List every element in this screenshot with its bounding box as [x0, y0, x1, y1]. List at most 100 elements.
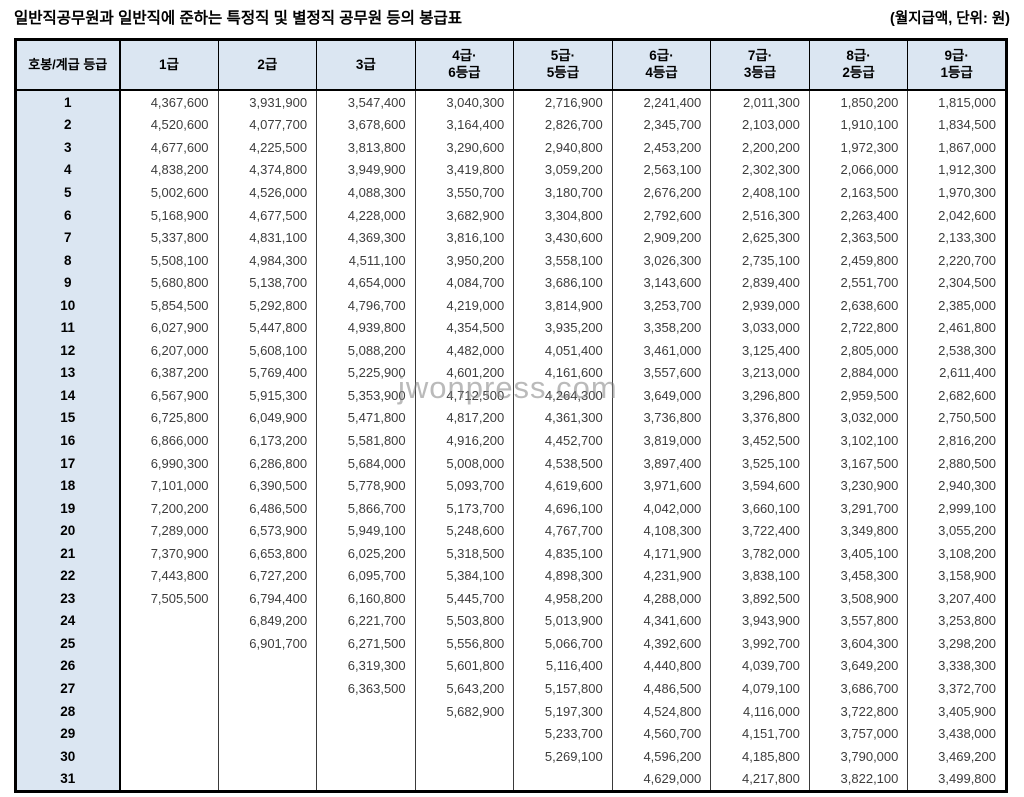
salary-cell: 3,461,000 [611, 339, 711, 362]
salary-cell: 3,055,200 [907, 519, 1007, 542]
salary-cell: 4,151,700 [710, 722, 810, 745]
salary-cell: 3,935,200 [513, 316, 613, 340]
salary-cell: 2,345,700 [611, 113, 711, 137]
salary-cell: 4,677,500 [217, 203, 317, 227]
salary-cell: 3,349,800 [808, 519, 908, 542]
row-header-label: 호봉/계급 등급 [15, 39, 121, 91]
salary-cell [316, 767, 416, 792]
row-step-cell: 30 [15, 744, 121, 768]
salary-cell: 3,296,800 [710, 384, 810, 407]
salary-cell: 4,796,700 [316, 293, 416, 317]
salary-cell: 4,077,700 [217, 113, 317, 137]
row-step-cell: 18 [15, 474, 121, 497]
salary-cell: 6,901,700 [217, 632, 317, 655]
salary-cell [119, 767, 219, 792]
salary-cell: 5,248,600 [414, 519, 514, 542]
table-row: 8 5,508,100 4,984,300 4,511,100 3,950,200 3,5… [15, 248, 1007, 272]
row-step-cell: 7 [15, 226, 121, 249]
salary-cell: 4,601,200 [414, 361, 514, 385]
salary-cell: 3,290,600 [414, 136, 514, 159]
salary-cell: 2,999,100 [907, 496, 1007, 520]
row-step-cell: 20 [15, 519, 121, 542]
salary-cell: 6,049,900 [217, 406, 317, 430]
salary-cell: 7,370,900 [119, 541, 219, 565]
salary-cell: 2,959,500 [808, 384, 908, 407]
salary-cell: 5,684,000 [316, 451, 416, 475]
salary-cell: 4,560,700 [611, 722, 711, 745]
salary-cell: 3,430,600 [513, 226, 613, 249]
salary-cell: 3,291,700 [808, 496, 908, 520]
table-row: 18 7,101,000 6,390,500 5,778,900 5,093,700 4,… [15, 474, 1007, 497]
table-row: 22 7,443,800 6,727,200 6,095,700 5,384,100 4,… [15, 564, 1007, 588]
salary-cell: 5,445,700 [414, 587, 514, 610]
salary-cell: 4,939,800 [316, 316, 416, 340]
salary-cell: 3,508,900 [808, 587, 908, 610]
row-step-cell: 11 [15, 316, 121, 340]
salary-cell: 4,538,500 [513, 451, 613, 475]
salary-cell: 1,970,300 [907, 181, 1007, 204]
salary-cell: 4,161,600 [513, 361, 613, 385]
table-row: 5 5,002,600 4,526,000 4,088,300 3,550,700 3,1… [15, 181, 1007, 204]
salary-cell: 4,051,400 [513, 339, 613, 362]
salary-cell: 5,066,700 [513, 632, 613, 655]
salary-cell: 3,736,800 [611, 406, 711, 430]
salary-cell: 5,447,800 [217, 316, 317, 340]
salary-cell: 5,157,800 [513, 677, 613, 700]
row-step-cell: 2 [15, 113, 121, 137]
salary-cell: 6,567,900 [119, 384, 219, 407]
salary-cell: 5,508,100 [119, 248, 219, 272]
salary-cell: 2,263,400 [808, 203, 908, 227]
salary-cell [119, 677, 219, 700]
salary-cell: 3,143,600 [611, 271, 711, 294]
salary-cell: 2,302,300 [710, 158, 810, 182]
salary-cell: 5,680,800 [119, 271, 219, 294]
salary-cell: 1,850,200 [808, 90, 908, 114]
salary-cell [513, 767, 613, 792]
row-step-cell: 22 [15, 564, 121, 588]
salary-cell: 6,025,200 [316, 541, 416, 565]
row-step-cell: 27 [15, 677, 121, 700]
salary-cell: 4,185,800 [710, 744, 810, 768]
salary-cell: 6,319,300 [316, 654, 416, 678]
salary-cell: 3,649,000 [611, 384, 711, 407]
table-row: 27 6,363,500 5,643,200 5,157,800 4,486,500 4,… [15, 677, 1007, 700]
table-row: 26 6,319,300 5,601,800 5,116,400 4,440,800 4,… [15, 654, 1007, 678]
salary-cell: 5,233,700 [513, 722, 613, 745]
row-step-cell: 12 [15, 339, 121, 362]
salary-cell [414, 744, 514, 768]
row-step-cell: 8 [15, 248, 121, 272]
salary-cell: 3,376,800 [710, 406, 810, 430]
table-row: 25 6,901,700 6,271,500 5,556,800 5,066,700 4,… [15, 632, 1007, 655]
salary-cell: 3,405,900 [907, 699, 1007, 723]
salary-cell: 5,643,200 [414, 677, 514, 700]
column-header: 8급· 2등급 [808, 39, 908, 91]
salary-cell: 5,769,400 [217, 361, 317, 385]
salary-cell: 5,088,200 [316, 339, 416, 362]
salary-cell: 2,750,500 [907, 406, 1007, 430]
table-row: 19 7,200,200 6,486,500 5,866,700 5,173,700 4,… [15, 496, 1007, 520]
row-step-cell: 15 [15, 406, 121, 430]
salary-cell [217, 722, 317, 745]
salary-cell: 4,696,100 [513, 496, 613, 520]
salary-cell: 3,649,200 [808, 654, 908, 678]
salary-cell: 3,180,700 [513, 181, 613, 204]
salary-cell: 5,915,300 [217, 384, 317, 407]
salary-cell: 4,341,600 [611, 609, 711, 633]
salary-cell: 2,638,600 [808, 293, 908, 317]
salary-cell: 3,158,900 [907, 564, 1007, 588]
salary-cell [119, 609, 219, 633]
salary-cell: 2,408,100 [710, 181, 810, 204]
salary-cell: 4,231,900 [611, 564, 711, 588]
salary-cell [316, 722, 416, 745]
salary-cell: 3,722,800 [808, 699, 908, 723]
salary-cell: 6,866,000 [119, 429, 219, 452]
salary-cell: 4,108,300 [611, 519, 711, 542]
salary-cell: 4,452,700 [513, 429, 613, 452]
table-row: 17 6,990,300 6,286,800 5,684,000 5,008,000 4,… [15, 451, 1007, 475]
salary-cell: 3,499,800 [907, 767, 1007, 792]
row-step-cell: 25 [15, 632, 121, 655]
salary-cell: 3,949,900 [316, 158, 416, 182]
column-header: 3급 [316, 39, 416, 91]
salary-cell: 3,298,200 [907, 632, 1007, 655]
